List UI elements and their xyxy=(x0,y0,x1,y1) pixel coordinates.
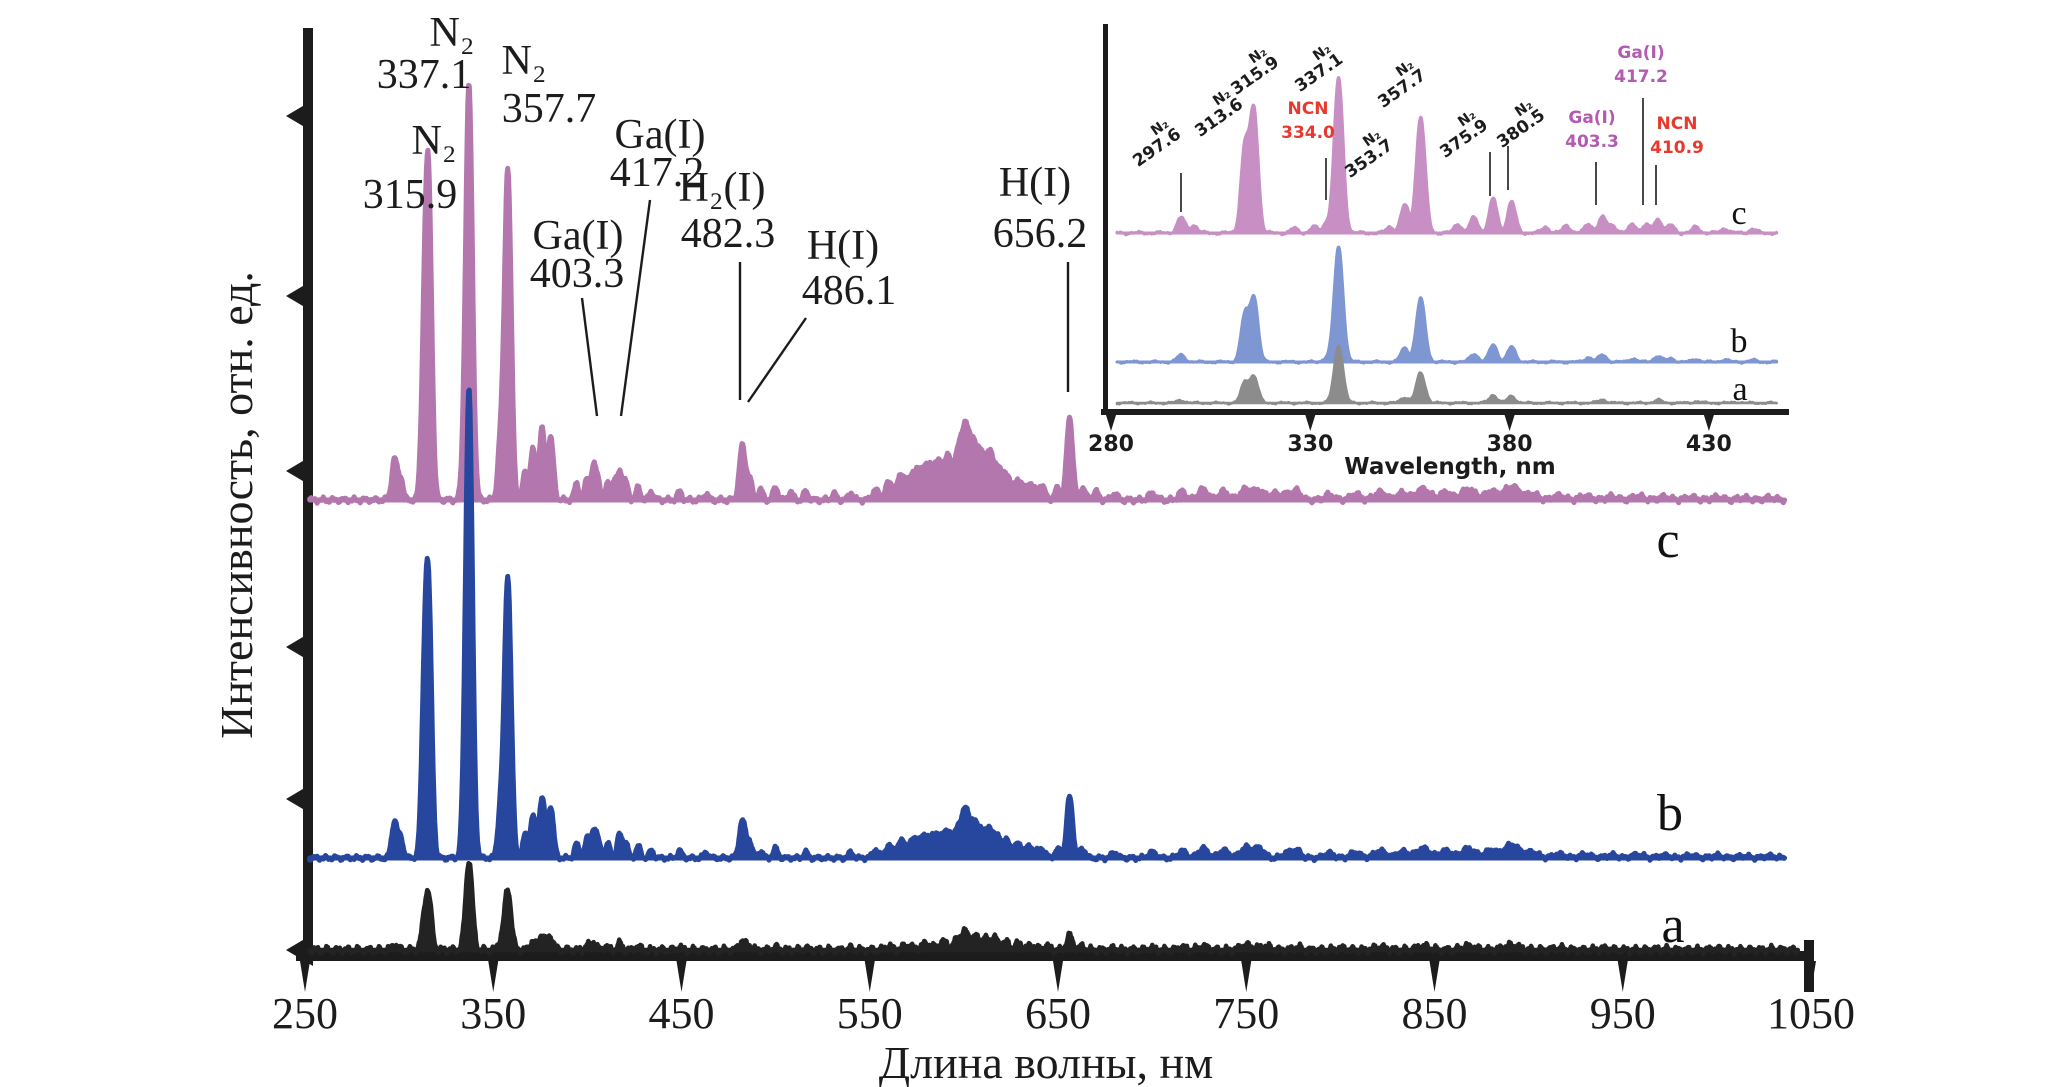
inset-peak-label-value: 403.3 xyxy=(1565,132,1619,152)
annotation-leader-line xyxy=(747,317,807,403)
trace-letter-a: a xyxy=(1661,897,1684,954)
x-tick-label: 850 xyxy=(1402,989,1468,1038)
peak-annotation-value: 417.2 xyxy=(610,150,705,196)
inset-x-tick-label: 430 xyxy=(1686,432,1732,457)
inset-peak-label: Ga(I) 417.2 xyxy=(1614,43,1668,87)
inset-peak-label-value: 334.0 xyxy=(1281,123,1335,143)
peak-annotation-species: N₂ xyxy=(502,38,547,84)
x-tick-label: 1050 xyxy=(1767,989,1855,1038)
inset-trace-letter-a: a xyxy=(1732,371,1747,408)
inset-peak-label-value: 417.2 xyxy=(1614,67,1668,87)
peak-annotation-value: 315.9 xyxy=(363,172,458,218)
x-tick-label: 650 xyxy=(1025,989,1091,1038)
inset-x-tick-mark xyxy=(1106,415,1116,431)
inset-peak-label: Ga(I) 403.3 xyxy=(1565,108,1619,152)
inset-peak-label-species: NCN xyxy=(1657,114,1698,134)
y-axis xyxy=(303,28,313,962)
peak-annotation-species: H₂(I) xyxy=(679,165,766,211)
inset-peak-label: NCN 334.0 xyxy=(1281,99,1335,143)
annotation-leader-line xyxy=(580,297,599,417)
trace-letter-c: c xyxy=(1656,512,1679,569)
inset-peak-label-value: 410.9 xyxy=(1650,138,1704,158)
inset-curve-b xyxy=(1115,245,1779,365)
main-curves xyxy=(307,82,1801,957)
inset-plot: 280 330 380 430N₂297.6N₂313.6N₂315.9NCN334.… xyxy=(1088,24,1789,457)
y-axis-title: Интенсивность, отн. ед. xyxy=(211,271,262,739)
x-tick-mark xyxy=(1053,961,1063,992)
inset-x-tick-mark xyxy=(1305,415,1316,431)
peak-annotation-species: Ga(I) xyxy=(615,112,706,158)
peak-annotation-species: Ga(I) xyxy=(533,213,624,259)
peak-annotation-value: 337.1 xyxy=(377,52,472,98)
main-axes: 250 350 450 550 650 750 850 950 1050 xyxy=(272,28,1855,1038)
peak-annotation-species: H(I) xyxy=(999,160,1071,206)
peak-annotation-value: 482.3 xyxy=(681,211,776,257)
peak-annotation-value: 403.3 xyxy=(530,251,625,297)
trace-letter-b: b xyxy=(1657,785,1683,842)
inset-x-axis xyxy=(1101,409,1789,415)
spectrum-curve-c xyxy=(307,82,1788,506)
x-tick-mark xyxy=(864,961,875,992)
inset-trace-letter-b: b xyxy=(1731,323,1748,360)
y-axis-arrow-tick xyxy=(286,631,313,663)
x-tick-label: 350 xyxy=(460,989,526,1038)
peak-annotation-value: 486.1 xyxy=(802,268,897,314)
inset-x-tick-mark xyxy=(1504,415,1515,431)
inset-trace-letter-c: c xyxy=(1731,195,1746,232)
y-axis-arrow-tick xyxy=(286,783,313,815)
x-tick-mark xyxy=(488,961,499,992)
x-tick-mark xyxy=(1617,961,1628,992)
inset-x-tick-mark xyxy=(1703,415,1714,431)
inset-peak-label-species: Ga(I) xyxy=(1568,108,1615,128)
x-axis xyxy=(296,951,1814,961)
y-axis-arrow-tick xyxy=(286,280,313,312)
x-tick-mark xyxy=(676,961,687,992)
x-tick-label: 250 xyxy=(272,989,338,1038)
x-tick-label: 950 xyxy=(1590,989,1656,1038)
inset-x-axis-title: Wavelength, nm xyxy=(1344,454,1555,480)
peak-annotation-value: 357.7 xyxy=(502,86,597,132)
inset-x-tick-label: 330 xyxy=(1287,432,1333,457)
annotation-leader-line xyxy=(619,199,652,417)
inset-x-tick-label: 380 xyxy=(1487,432,1533,457)
y-axis-arrow-tick xyxy=(286,455,313,487)
peak-annotation-species: H(I) xyxy=(807,223,879,269)
inset-peak-label-species: Ga(I) xyxy=(1617,43,1664,63)
x-tick-mark xyxy=(1429,961,1440,992)
x-tick-label: 450 xyxy=(649,989,715,1038)
inset-peak-label: NCN 410.9 xyxy=(1650,114,1704,158)
peak-annotation-value: 656.2 xyxy=(993,211,1088,257)
inset-x-tick-label: 280 xyxy=(1088,432,1134,457)
x-tick-mark xyxy=(1806,961,1816,992)
spectrum-curve-a xyxy=(307,860,1801,957)
peak-annotation-species: N₂ xyxy=(412,118,457,164)
peak-annotation-species: N₂ xyxy=(430,10,475,56)
x-tick-label: 550 xyxy=(837,989,903,1038)
inset-curve-a xyxy=(1115,344,1778,406)
inset-peak-label-species: NCN xyxy=(1288,99,1329,119)
y-axis-arrow-tick xyxy=(286,100,313,132)
x-tick-mark xyxy=(300,961,310,992)
x-axis-title: Длина волны, нм xyxy=(879,1037,1214,1087)
spectrum-curve-b xyxy=(307,387,1788,864)
inset-y-axis xyxy=(1103,24,1108,414)
inset-curve-c xyxy=(1115,76,1779,237)
x-tick-label: 750 xyxy=(1213,989,1279,1038)
x-tick-mark xyxy=(1241,961,1252,992)
